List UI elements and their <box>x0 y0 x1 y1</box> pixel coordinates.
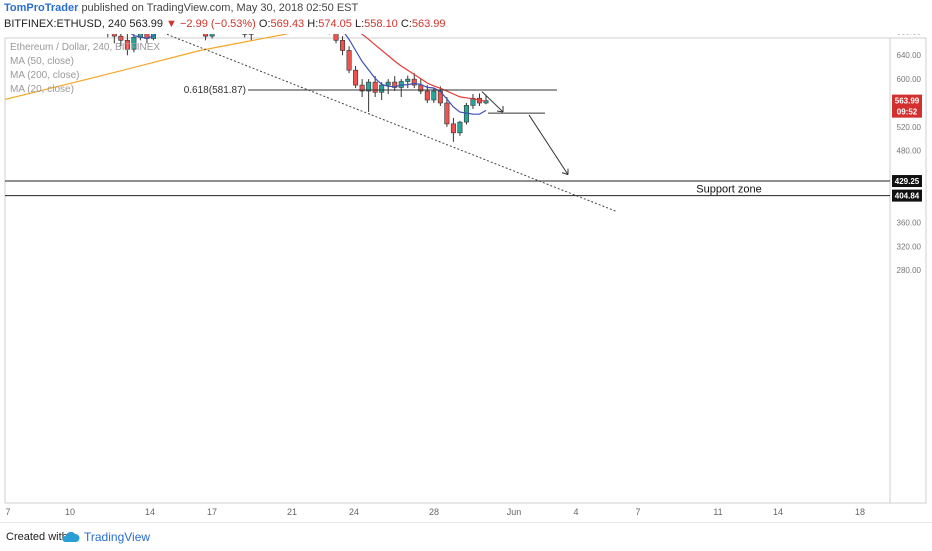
legend-title: Ethereum / Dollar, 240, BITFINEX <box>10 42 160 53</box>
candle <box>347 50 351 70</box>
countdown-tag: 09:52 <box>897 108 918 117</box>
candle <box>425 91 429 100</box>
author-link[interactable]: TomProTrader <box>4 2 78 14</box>
last-price-tag: 563.99 <box>895 97 920 106</box>
open-key: O: <box>259 18 271 30</box>
candle <box>445 103 449 124</box>
y-tick-label: 600.00 <box>897 75 922 84</box>
x-tick-label: 7 <box>635 507 640 517</box>
y-tick-label: 480.00 <box>897 147 922 156</box>
candle <box>386 82 390 85</box>
x-tick-label: 14 <box>773 507 783 517</box>
x-tick-label: 24 <box>349 507 359 517</box>
fib-label: 0.618(581.87) <box>184 85 246 96</box>
x-tick-label: 4 <box>573 507 578 517</box>
candle <box>203 34 207 36</box>
support-bottom-tag: 404.84 <box>895 192 920 201</box>
published-text: published on TradingView.com, May 30, 20… <box>81 2 358 14</box>
x-tick-label: 11 <box>713 507 722 517</box>
x-tick-label: 7 <box>5 507 10 517</box>
x-tick-label: 18 <box>855 507 865 517</box>
candle <box>406 79 410 81</box>
publisher-line: TomProTrader published on TradingView.co… <box>4 2 358 14</box>
y-tick-label: 280.00 <box>897 266 922 275</box>
high-key: H: <box>307 18 318 30</box>
legend-ma20[interactable]: MA (20, close) <box>10 84 74 95</box>
low-value: 558.10 <box>364 18 398 30</box>
candle <box>451 124 455 133</box>
y-tick-label: 640.00 <box>897 51 922 60</box>
symbol-line: BITFINEX:ETHUSD, 240 563.99 ▼ −2.99 (−0.… <box>4 18 446 30</box>
x-tick-label: 14 <box>145 507 155 517</box>
candle <box>210 34 214 36</box>
candle <box>119 36 123 40</box>
candle <box>379 85 383 92</box>
y-tick-label: 520.00 <box>897 123 922 132</box>
y-tick-label: 360.00 <box>897 218 922 227</box>
x-tick-label: 10 <box>65 507 75 517</box>
x-tick-label: 28 <box>429 507 439 517</box>
candle <box>432 91 436 100</box>
close-value: 563.99 <box>412 18 446 30</box>
support-zone-label: Support zone <box>696 183 761 195</box>
created-with-text: Created with <box>6 531 68 543</box>
open-value: 569.43 <box>271 18 305 30</box>
legend-ma50[interactable]: MA (50, close) <box>10 56 74 67</box>
price-chart[interactable]: 280.00320.00360.00480.00520.00560.00600.… <box>0 34 932 522</box>
symbol-label: BITFINEX:ETHUSD, 240 <box>4 18 126 30</box>
tradingview-logo-link[interactable]: TradingView <box>84 530 150 544</box>
x-tick-label: 21 <box>287 507 297 517</box>
price-change: −2.99 (−0.53%) <box>180 18 256 30</box>
down-triangle-icon: ▼ <box>166 18 177 30</box>
legend-ma200[interactable]: MA (200, close) <box>10 70 79 81</box>
low-key: L: <box>355 18 364 30</box>
y-tick-label: 320.00 <box>897 242 922 251</box>
y-tick-label: 680.00 <box>897 34 922 36</box>
support-top-tag: 429.25 <box>895 177 920 186</box>
last-price: 563.99 <box>129 18 163 30</box>
x-tick-label: Jun <box>507 507 522 517</box>
candle <box>340 40 344 50</box>
x-tick-label: 17 <box>207 507 217 517</box>
tradingview-cloud-icon <box>62 531 80 543</box>
candle <box>334 34 338 40</box>
candle <box>458 122 462 133</box>
close-key: C: <box>401 18 412 30</box>
footer: Created with TradingView <box>0 522 932 551</box>
high-value: 574.05 <box>318 18 352 30</box>
candle <box>373 82 377 92</box>
candle <box>353 70 357 85</box>
candle <box>112 34 116 36</box>
